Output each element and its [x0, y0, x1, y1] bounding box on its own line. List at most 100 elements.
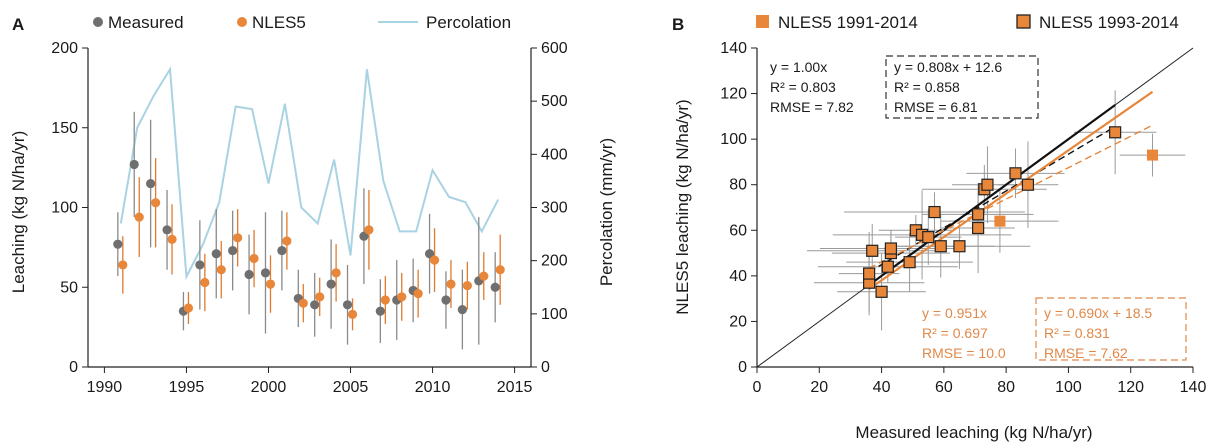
legend-nles5-marker — [237, 17, 247, 27]
stat-orange-right-eq: y = 0.690x + 18.5 — [1044, 305, 1152, 321]
fit-line-orange-solid — [868, 90, 1154, 290]
panel-a-x-tick-label: 1995 — [169, 379, 205, 396]
nles5-point — [347, 309, 358, 319]
panel-a-y2-tick-label: 0 — [541, 359, 550, 376]
panel-b-y-tick-label: 80 — [729, 177, 747, 194]
panel-b-y-tick-label: 120 — [720, 86, 747, 103]
stats-black-left: y = 1.00x R² = 0.803 RMSE = 7.82 — [770, 59, 854, 115]
stats-orange-right: y = 0.690x + 18.5 R² = 0.831 RMSE = 7.62 — [1035, 297, 1187, 361]
legend-nles5-1991-label: NLES5 1991-2014 — [778, 13, 918, 32]
panel-b-legend: NLES5 1991-2014 NLES5 1993-2014 — [756, 13, 1179, 32]
panel-b-x-tick-label: 120 — [1117, 379, 1144, 396]
stat-black-left-r2: R² = 0.803 — [770, 79, 836, 95]
measured-point — [260, 268, 271, 278]
panel-b-x-tick-label: 40 — [873, 379, 891, 396]
measured-point — [490, 282, 500, 292]
nles5-1993-point — [875, 285, 888, 298]
nles5-1993-point — [881, 260, 894, 273]
nles5-point — [265, 279, 276, 289]
nles5-1993-point — [903, 256, 916, 269]
panel-b-y-tick-label: 0 — [738, 359, 747, 376]
panel-a-y2-tick-label: 400 — [541, 146, 568, 163]
measured-point — [244, 269, 254, 280]
stat-black-right-box — [885, 55, 1039, 119]
nles5-point — [282, 236, 292, 246]
panel-a-y-axis-label: Leaching (kg N/ha/yr) — [9, 131, 28, 294]
panel-b-x-tick-label: 140 — [1180, 379, 1206, 396]
panel-b-y-tick-label: 140 — [720, 40, 747, 57]
legend-measured-marker — [93, 17, 103, 27]
fit-line-orange-dashed — [868, 124, 1153, 269]
nles5-1993-point — [863, 267, 876, 280]
nles5-1993-point — [866, 244, 879, 257]
nles5-point — [462, 281, 472, 291]
measured-point — [359, 231, 369, 241]
nles5-1993-point — [1109, 126, 1122, 139]
panel-b-y-axis-label: NLES5 leaching (kg N/ha/yr) — [673, 99, 692, 314]
panel-b-x-tick-label: 80 — [997, 379, 1015, 396]
measured-point — [129, 159, 139, 170]
nles5-point — [364, 225, 374, 235]
measured-point — [211, 249, 221, 259]
nles5-point — [495, 265, 505, 275]
nles5-point — [200, 277, 210, 288]
fit-line-black-solid — [868, 104, 1116, 286]
panel-a-y2-tick-label: 500 — [541, 93, 568, 110]
panel-a-y-tick-label: 200 — [51, 40, 78, 57]
percolation-line — [119, 66, 500, 281]
nles5-point — [429, 255, 440, 265]
measured-point — [195, 260, 205, 270]
nles5-point — [151, 198, 161, 208]
legend-nles5-1991-marker — [756, 15, 769, 28]
panel-a-y2-tick-label: 200 — [541, 253, 568, 270]
measured-point — [342, 300, 353, 310]
panel-a-y2-tick-label: 300 — [541, 200, 568, 217]
measured-point — [326, 279, 336, 289]
measured-point — [146, 178, 156, 189]
legend-nles5-1993-marker — [1016, 14, 1031, 29]
panel-a-x-tick-label: 2010 — [415, 379, 451, 396]
nles5-point — [233, 233, 243, 243]
nles5-point — [298, 298, 308, 308]
nles5-1993-point — [884, 242, 898, 255]
nles5-1993-point — [934, 240, 947, 253]
stats-black-right: y = 0.808x + 12.6 R² = 0.858 RMSE = 6.81 — [885, 55, 1039, 119]
nles5-1993-point — [928, 205, 941, 219]
nles5-1993-point — [972, 221, 985, 235]
nles5-1993-point — [972, 208, 985, 221]
panel-b-x-axis-label: Measured leaching (kg N/ha/yr) — [855, 423, 1092, 442]
measured-point — [113, 239, 123, 249]
nles5-1993-point — [922, 231, 935, 244]
legend-measured-label: Measured — [108, 13, 184, 32]
panel-a-x-tick-label: 1990 — [87, 379, 123, 396]
panel-b-x-tick-label: 20 — [810, 379, 828, 396]
measured-point — [424, 249, 435, 259]
measured-point — [375, 306, 385, 316]
panel-a-y-tick-label: 0 — [69, 359, 78, 376]
nles5-point — [183, 303, 194, 313]
panel-a-y-tick-label: 100 — [51, 200, 78, 217]
stat-black-left-eq: y = 1.00x — [770, 59, 827, 75]
nles5-point — [397, 292, 407, 302]
panel-b-y-tick-label: 20 — [729, 313, 747, 330]
panel-b-x-tick-label: 0 — [753, 379, 762, 396]
panel-a-y2-tick-label: 600 — [541, 40, 568, 57]
panel-a-x-tick-label: 2000 — [251, 379, 287, 396]
nles5-point — [380, 295, 390, 305]
nles5-1993-point — [1009, 167, 1022, 180]
panel-a-y-tick-label: 150 — [51, 120, 78, 137]
nles5-point — [216, 265, 226, 275]
panel-b-plot: 0 20 40 60 80 100 120 140 0 20 40 60 80 100 120 140 — [720, 40, 1206, 396]
nles5-1991-point — [1147, 149, 1159, 161]
panel-a-x-tick-label: 2005 — [333, 379, 369, 396]
nles5-1993-point — [953, 240, 966, 253]
panel-a-y-tick-label: 50 — [60, 279, 78, 296]
panel-b-y-tick-label: 60 — [729, 222, 747, 239]
panel-b-y-tick-label: 40 — [729, 268, 747, 285]
panel-a-letter: A — [12, 15, 24, 34]
measured-point — [457, 304, 467, 315]
panel-a-y2-axis-label: Percolation (mm/yr) — [597, 138, 616, 286]
stat-orange-left-rmse: RMSE = 10.0 — [922, 345, 1006, 361]
stat-black-left-rmse: RMSE = 7.82 — [770, 99, 854, 115]
